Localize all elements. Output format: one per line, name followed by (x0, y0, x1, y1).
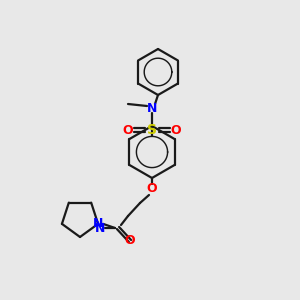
Text: O: O (171, 124, 181, 136)
Text: S: S (147, 123, 157, 137)
Text: O: O (123, 124, 133, 136)
Text: O: O (147, 182, 157, 196)
Text: N: N (93, 218, 103, 230)
Text: O: O (125, 235, 135, 248)
Text: N: N (95, 221, 105, 235)
Text: N: N (147, 101, 157, 115)
